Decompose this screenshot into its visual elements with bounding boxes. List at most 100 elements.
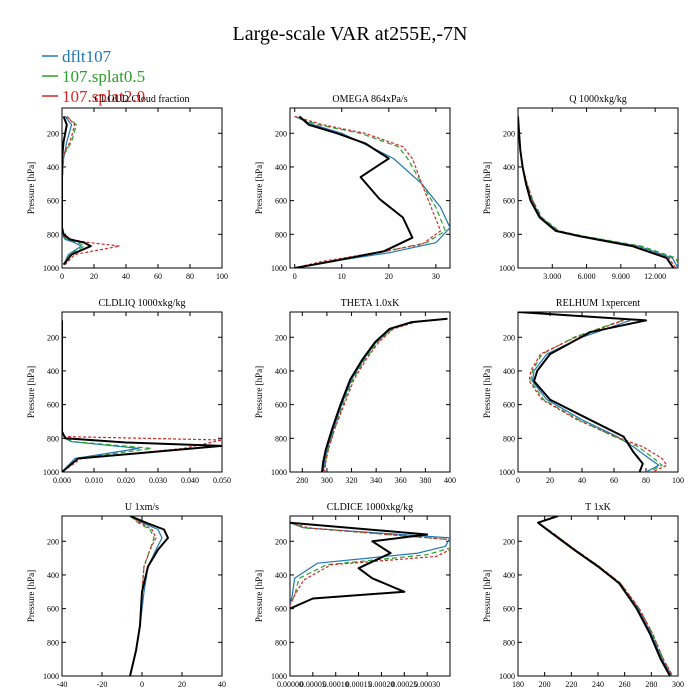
- y-tick-label: 1000: [499, 672, 515, 681]
- series-line-107-splat2-0: [537, 516, 674, 676]
- x-tick-label: 0.050: [213, 476, 231, 485]
- y-tick-label: 1000: [271, 264, 287, 273]
- x-tick-label: 180: [512, 680, 524, 689]
- legend-label-splat20: 107.splat2.0: [62, 87, 145, 106]
- y-tick-label: 600: [275, 401, 287, 410]
- y-tick-label: 400: [275, 163, 287, 172]
- x-tick-label: 260: [619, 680, 631, 689]
- x-tick-label: 20: [90, 272, 98, 281]
- y-tick-label: 400: [503, 163, 515, 172]
- x-tick-label: 40: [122, 272, 130, 281]
- y-axis-label: Pressure [hPa]: [254, 162, 264, 214]
- y-axis-label: Pressure [hPa]: [26, 570, 36, 622]
- y-tick-label: 200: [47, 333, 59, 342]
- plot-frame: [517, 515, 679, 677]
- x-tick-label: 0.00020: [368, 680, 394, 689]
- legend-label-dflt107: dflt107: [62, 47, 112, 66]
- series-line-dflt107: [294, 115, 450, 268]
- y-tick-label: 200: [503, 333, 515, 342]
- x-tick-label: 0.00015: [346, 680, 372, 689]
- y-tick-label: 800: [275, 230, 287, 239]
- y-tick-label: 1000: [499, 468, 515, 477]
- y-tick-label: 200: [503, 129, 515, 138]
- x-tick-label: 0.010: [85, 476, 103, 485]
- y-tick-label: 200: [503, 537, 515, 546]
- x-tick-label: 0: [293, 272, 297, 281]
- x-tick-label: 0.00000: [277, 680, 303, 689]
- y-tick-label: 800: [47, 638, 59, 647]
- x-tick-label: 100: [216, 272, 228, 281]
- y-tick-label: 1000: [43, 468, 59, 477]
- x-tick-label: 100: [672, 476, 684, 485]
- y-axis-label: Pressure [hPa]: [482, 570, 492, 622]
- x-tick-label: 40: [578, 476, 586, 485]
- panel-title: T 1xK: [585, 502, 611, 513]
- series-line-dflt107: [518, 116, 678, 268]
- x-tick-label: 380: [419, 476, 431, 485]
- series-line-107-splat0-5: [290, 522, 450, 606]
- series-line-black: [129, 516, 169, 676]
- series-line-black: [294, 115, 414, 268]
- legend: dflt107 107.splat0.5 107.splat2.0: [42, 47, 145, 106]
- y-tick-label: 1000: [499, 264, 515, 273]
- legend-label-splat05: 107.splat0.5: [62, 67, 145, 86]
- y-tick-label: 800: [47, 434, 59, 443]
- y-tick-label: 800: [503, 638, 515, 647]
- series-line-107-splat0-5: [530, 319, 663, 472]
- x-tick-label: 0.000: [53, 476, 71, 485]
- panel-title: Q 1000xkg/kg: [569, 94, 627, 105]
- panel-7: CLDICE 1000xkg/kg Pressure [hPa] 200 400 600…: [254, 502, 451, 689]
- plot-frame: [289, 515, 451, 677]
- series-line-107-splat0-5: [323, 318, 448, 472]
- plot-frame: [517, 311, 679, 473]
- y-tick-label: 600: [503, 197, 515, 206]
- panel-title: CLOUD Cloud fraction: [95, 94, 190, 105]
- series-line-black: [62, 320, 222, 472]
- figure-title: Large-scale VAR at255E,-7N: [233, 23, 468, 45]
- x-tick-label: 340: [370, 476, 382, 485]
- x-tick-label: 80: [186, 272, 194, 281]
- y-tick-label: 800: [275, 434, 287, 443]
- y-tick-label: 400: [47, 571, 59, 580]
- x-tick-label: 0: [140, 680, 144, 689]
- x-tick-label: 0: [60, 272, 64, 281]
- y-axis-label: Pressure [hPa]: [482, 366, 492, 418]
- y-tick-label: 600: [47, 605, 59, 614]
- x-tick-label: 9.000: [612, 272, 630, 281]
- series-line-dflt107: [531, 319, 660, 472]
- y-tick-label: 200: [275, 537, 287, 546]
- x-tick-label: 0.00030: [414, 680, 440, 689]
- plot-frame: [289, 107, 451, 269]
- x-tick-label: 0: [516, 476, 520, 485]
- y-tick-label: 200: [275, 129, 287, 138]
- y-tick-label: 1000: [271, 468, 287, 477]
- x-tick-label: 30: [432, 272, 440, 281]
- x-tick-label: 20: [178, 680, 186, 689]
- x-tick-label: 300: [321, 476, 333, 485]
- panel-4: THETA 1.0xK Pressure [hPa] 200 400 600 800 100…: [254, 298, 456, 485]
- series-line-107-splat2-0: [323, 318, 448, 472]
- series-line-black: [537, 516, 671, 676]
- x-tick-label: 280: [296, 476, 308, 485]
- x-tick-label: 12.000: [644, 272, 666, 281]
- y-tick-label: 1000: [43, 672, 59, 681]
- x-tick-label: 0.030: [149, 476, 167, 485]
- y-tick-label: 600: [275, 605, 287, 614]
- series-line-black: [518, 312, 647, 472]
- y-tick-label: 800: [503, 230, 515, 239]
- x-tick-label: 320: [346, 476, 358, 485]
- series-line-107-splat2-0: [62, 320, 222, 472]
- panel-title: CLDLIQ 1000xkg/kg: [99, 298, 186, 309]
- y-tick-label: 800: [47, 230, 59, 239]
- series-line-107-splat2-0: [518, 116, 677, 268]
- series-line-dflt107: [322, 318, 448, 472]
- series-line-dflt107: [537, 516, 672, 676]
- y-tick-label: 400: [275, 367, 287, 376]
- panel-3: CLDLIQ 1000xkg/kg Pressure [hPa] 200 400 600…: [26, 298, 231, 485]
